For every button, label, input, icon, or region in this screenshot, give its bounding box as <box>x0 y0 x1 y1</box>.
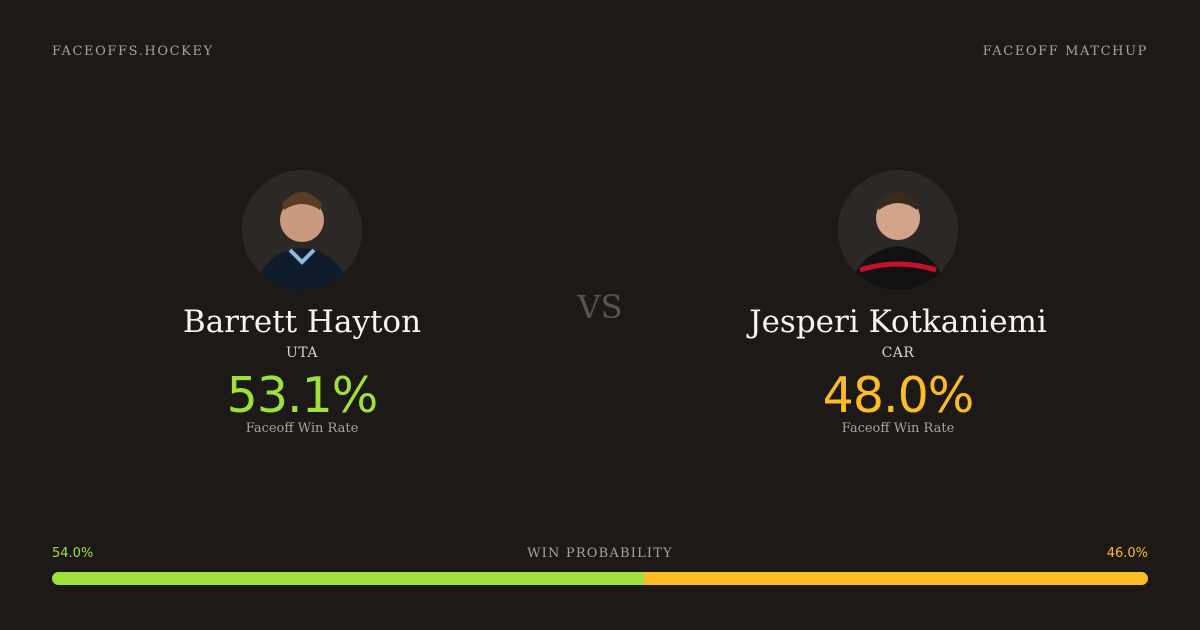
probability-title: WIN PROBABILITY <box>527 546 673 561</box>
probability-segment <box>643 572 1148 585</box>
player-name: Barrett Hayton <box>182 304 422 340</box>
silhouette <box>850 192 946 290</box>
right-probability: 46.0% <box>1106 546 1148 561</box>
win-rate: 53.1% <box>226 367 379 424</box>
brand: FACEOFFS.HOCKEY <box>52 44 214 59</box>
win-rate: 48.0% <box>822 367 975 424</box>
probability-segment <box>52 572 644 585</box>
player-team: UTA <box>286 345 318 361</box>
player-team: CAR <box>881 345 915 361</box>
player-card: Jesperi Kotkaniemi CAR 48.0% Faceoff Win… <box>648 170 1148 436</box>
vs-label: VS <box>577 288 623 326</box>
player-photo <box>838 170 958 290</box>
player-card: Barrett Hayton UTA 53.1% Faceoff Win Rat… <box>52 170 552 436</box>
rate-label: Faceoff Win Rate <box>245 421 359 436</box>
silhouette <box>256 192 348 290</box>
player-name: Jesperi Kotkaniemi <box>749 304 1047 340</box>
page-label: FACEOFF MATCHUP <box>982 44 1148 59</box>
rate-label: Faceoff Win Rate <box>841 421 955 436</box>
player-photo <box>242 170 362 290</box>
probability-bar <box>52 572 1148 585</box>
left-probability: 54.0% <box>52 546 94 561</box>
